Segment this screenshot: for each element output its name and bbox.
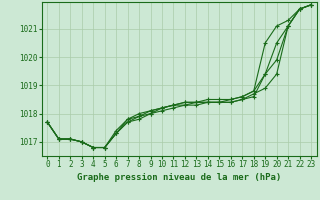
X-axis label: Graphe pression niveau de la mer (hPa): Graphe pression niveau de la mer (hPa) <box>77 173 281 182</box>
